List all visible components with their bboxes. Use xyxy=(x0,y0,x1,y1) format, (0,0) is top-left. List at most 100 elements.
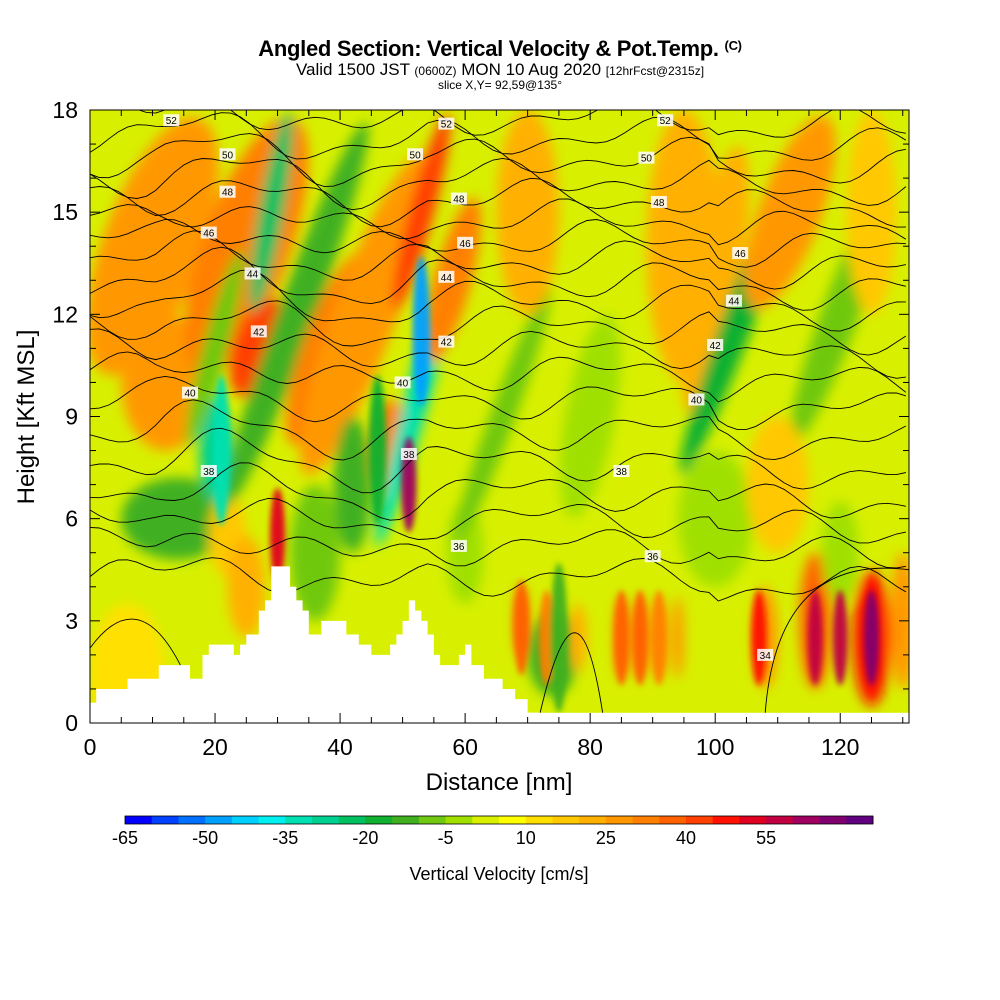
forecast-info: [12hrFcst@2315z] xyxy=(605,64,705,78)
isentrope-label-text: 36 xyxy=(453,542,465,553)
velocity-cell xyxy=(121,477,234,560)
colorbar-label: -20 xyxy=(352,828,378,848)
isentrope-label-bg xyxy=(450,539,467,552)
isentrope-label: 50 xyxy=(219,148,236,161)
colorbar-swatch xyxy=(178,816,206,824)
x-tick-label: 120 xyxy=(821,734,859,760)
isentrope-label: 44 xyxy=(438,270,455,284)
isentrope-label-text: 48 xyxy=(453,195,465,206)
isentrope-label-bg xyxy=(200,464,217,477)
downdraft_max-point xyxy=(212,375,231,526)
x-tick-label: 20 xyxy=(202,734,228,760)
updraft_max-point xyxy=(538,590,554,686)
isentrope-label: 38 xyxy=(200,464,217,478)
velocity-cores xyxy=(212,256,879,713)
isentrope-label-text: 42 xyxy=(253,327,265,338)
velocity-cell xyxy=(90,117,219,376)
isentrope-label-bg xyxy=(438,270,455,283)
isentrope-line xyxy=(90,157,907,211)
isentrope-label-bg xyxy=(250,325,267,338)
isentrope-label-bg xyxy=(650,195,667,208)
isentrope-label-text: 46 xyxy=(203,229,215,240)
isentrope-label: 34 xyxy=(757,648,774,662)
isentrope-label-text: 38 xyxy=(203,467,215,478)
isentrope-label: 48 xyxy=(219,185,236,199)
updraft_max-point xyxy=(270,488,286,584)
isentrope-label-text: 48 xyxy=(653,198,665,209)
updraft_max-point xyxy=(401,436,417,533)
colorbar: -65 -50 -35 -20 -5 10 25 40 55 xyxy=(112,815,874,848)
isentrope-label-text: 46 xyxy=(460,239,472,250)
colorbar-label: -5 xyxy=(438,828,454,848)
isentrope-label-text: 34 xyxy=(760,651,772,662)
isentrope-label-text: 38 xyxy=(616,467,628,478)
updraft_max-point xyxy=(651,590,667,686)
isentrope-label: 44 xyxy=(244,267,261,280)
colorbar-swatch xyxy=(846,816,874,824)
slice-info: slice X,Y= 92,59@135° xyxy=(437,78,563,92)
y-tick-label: 12 xyxy=(52,301,78,327)
isentrope-label: 36 xyxy=(644,550,661,563)
x-tick-label: 40 xyxy=(327,734,353,760)
below-surface xyxy=(90,712,909,723)
velocity-cell xyxy=(677,450,753,587)
downdraft_max-point xyxy=(412,256,431,407)
isentrope-label-bg xyxy=(200,226,217,239)
valid-prefix: Valid 1500 JST xyxy=(295,60,410,79)
colorbar-swatch xyxy=(205,816,233,824)
isentrope-label-text: 42 xyxy=(441,338,453,349)
isentrope-label-text: 46 xyxy=(735,249,747,260)
isentrope-label-text: 36 xyxy=(647,552,659,563)
isentrope-label-text: 52 xyxy=(166,116,178,127)
colorbar-label: -50 xyxy=(192,828,218,848)
isentrope-label-bg xyxy=(219,148,236,161)
isentrope-label-bg xyxy=(163,114,180,127)
colorbar-swatch xyxy=(819,816,847,824)
updraft_max-point xyxy=(632,590,648,686)
velocity-cell xyxy=(746,416,809,553)
colorbar-swatch xyxy=(231,816,260,824)
velocity-cell xyxy=(333,416,372,553)
isentrope-label-text: 50 xyxy=(410,150,422,161)
isentrope-label: 42 xyxy=(438,335,455,349)
isentrope-label-bg xyxy=(644,550,661,563)
isentrope-label-bg xyxy=(400,447,417,460)
isentrope-label-text: 40 xyxy=(691,395,703,406)
isentrope-label-text: 44 xyxy=(441,273,453,284)
y-tick-label: 3 xyxy=(65,608,78,634)
colorbar-swatch xyxy=(605,816,634,824)
updraft_max-point xyxy=(863,590,879,686)
colorbar-swatch xyxy=(365,816,393,824)
isentrope-line xyxy=(90,218,906,268)
x-tick-label: 0 xyxy=(84,734,97,760)
isentrope-label-text: 40 xyxy=(184,389,196,400)
colorbar-swatch xyxy=(579,816,607,824)
x-tick-label: 60 xyxy=(452,734,478,760)
y-tick-label: 6 xyxy=(65,506,78,532)
y-tick-label: 0 xyxy=(65,710,78,736)
colorbar-swatch xyxy=(125,816,153,824)
isentrope-line xyxy=(90,351,907,403)
isentrope-label-bg xyxy=(244,267,261,280)
colorbar-swatch xyxy=(632,816,660,824)
isentrope-label-bg xyxy=(438,335,455,348)
isentrope-label: 42 xyxy=(707,338,724,352)
velocity-cell xyxy=(454,288,551,545)
isentrope-label: 52 xyxy=(438,117,455,131)
colorbar-swatch xyxy=(525,816,553,824)
x-tick-label: 100 xyxy=(696,734,734,760)
isentrope-label-text: 52 xyxy=(660,116,672,127)
isentrope-label: 38 xyxy=(400,447,417,461)
isentrope-line xyxy=(90,230,906,290)
isentrope-label-text: 40 xyxy=(397,378,409,389)
isentropes: 34 36 36 38 38 38 40 40 40 42 42 42 44 44 44 46 46 46 48 48… xyxy=(90,110,909,713)
updraft_max-point xyxy=(613,590,629,686)
colorbar-title: Vertical Velocity [cm/s] xyxy=(409,864,588,884)
downdraft_max-point xyxy=(368,375,387,526)
isentrope-label: 48 xyxy=(650,195,667,209)
velocity-cell xyxy=(559,315,621,518)
updraft_max-point xyxy=(751,590,767,686)
colorbar-swatch xyxy=(151,816,179,824)
velocity-cell xyxy=(185,249,245,448)
